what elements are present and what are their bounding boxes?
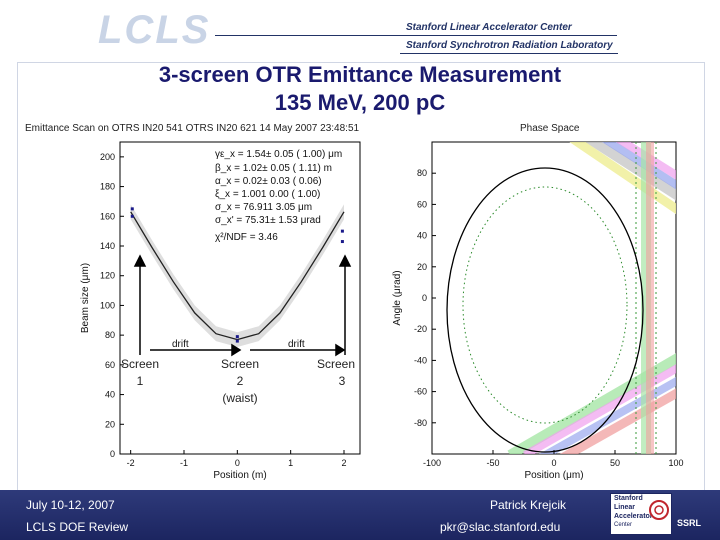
footer-email: pkr@slac.stanford.edu [440,520,561,534]
phase-ellipse-outer [446,167,644,453]
y-tick-label: 100 [100,300,115,310]
screen-2-number: 2 [237,374,244,388]
screen-1-number: 1 [137,374,144,388]
slac-logo-line: Stanford [614,495,643,502]
screen-1-label: Screen [121,357,159,371]
phase-space-bands [446,142,676,454]
y-axis-label: Angle (μrad) [392,270,403,325]
x-tick-label: 1 [288,458,293,468]
drift-label-2: drift [288,339,305,350]
y-tick-label: 180 [100,182,115,192]
screen-3-label: Screen [317,357,355,371]
fit-parameters: γε_x = 1.54± 0.05 ( 1.00) μm β_x = 1.02±… [215,149,342,243]
drift-label-1: drift [172,339,189,350]
left-plot-header: Emittance Scan on OTRS IN20 541 OTRS IN2… [25,123,360,134]
vband-red [646,142,654,454]
fit-param: γε_x = 1.54± 0.05 ( 1.00) μm [215,149,342,160]
slac-logo-line: Linear [614,504,636,511]
slac-logo-line: Accelerator [614,513,653,520]
band-red [560,388,676,454]
data-point [235,335,239,339]
y-tick-label: 60 [105,360,115,370]
footer-author: Patrick Krejcik [490,498,567,512]
x-tick-label: 0 [551,458,556,468]
lab-name-ssrl: Stanford Synchrotron Radiation Laborator… [406,40,613,51]
x-axis-label: Position (m) [213,470,266,481]
band-yellow [569,142,676,215]
y-tick-label: 80 [105,330,115,340]
slide-subtitle: 135 MeV, 200 pC [274,90,446,115]
footer-event: LCLS DOE Review [26,520,129,534]
fit-param: σ_x = 76.911 3.05 μm [215,202,312,213]
screen-3-number: 3 [339,374,346,388]
x-tick-label: 2 [341,458,346,468]
fit-param: β_x = 1.02± 0.05 ( 1.11) m [215,163,332,174]
y-tick-label: -60 [414,387,427,397]
x-tick-label: 50 [610,458,620,468]
fit-param: σ_x' = 75.31± 1.53 μrad [215,215,321,226]
x-tick-label: 0 [235,458,240,468]
y-tick-label: 200 [100,152,115,162]
header-rule [215,35,617,36]
slac-logo-line: Center [614,522,633,528]
x-axis-label: Position (μm) [524,470,583,481]
lab-name-slac: Stanford Linear Accelerator Center [406,22,572,33]
y-tick-label: -80 [414,418,427,428]
header-rule-2 [400,53,618,54]
y-tick-label: 120 [100,271,115,281]
x-tick-label: -1 [180,458,188,468]
y-tick-label: 160 [100,211,115,221]
y-tick-label: 140 [100,241,115,251]
y-tick-label: -20 [414,324,427,334]
y-tick-label: 60 [417,199,427,209]
data-point [340,240,344,244]
screen-2-note: (waist) [222,391,257,405]
data-point [235,339,239,343]
x-tick-label: -100 [423,458,441,468]
ssrl-logo-text: SSRL [677,518,702,528]
data-point [340,229,344,233]
y-axis-label: Beam size (μm) [80,263,91,333]
fit-param: ξ_x = 1.001 0.00 ( 1.00) [215,189,320,200]
right-plot-axes: -100 -50 0 50 100 80 60 40 20 0 -20 -40 -60 -80 Positi… [392,168,684,481]
ssrl-swirl-icon [649,500,669,520]
x-tick-label: -2 [127,458,135,468]
band-magenta-low [523,364,676,454]
y-tick-label: -40 [414,355,427,365]
y-tick-label: 80 [417,168,427,178]
slide-footer: July 10-12, 2007 LCLS DOE Review Patrick… [0,490,720,540]
measurement-points [130,207,344,343]
screen-arrows [133,254,352,357]
lcls-logo: LCLS [98,8,211,52]
y-tick-label: 40 [417,231,427,241]
left-plot-axes: -2 -1 0 1 2020406080100120140160180200Positi… [80,152,347,481]
y-tick-label: 20 [105,419,115,429]
y-tick-label: 0 [110,449,115,459]
y-tick-label: 40 [105,390,115,400]
band-blue [601,142,676,190]
y-tick-label: 20 [417,262,427,272]
slac-logo: Stanford Linear Accelerator Center [610,493,672,535]
fit-param: χ²/NDF = 3.46 [215,232,278,243]
slide-header: LCLS Stanford Linear Accelerator Center … [0,0,720,62]
left-plot-frame [119,141,361,455]
data-point [130,207,134,211]
phase-ellipse-inner [462,186,628,424]
fit-band [130,204,344,347]
band-green [507,353,676,454]
band-gray [584,142,676,201]
x-tick-label: -50 [486,458,499,468]
footer-date: July 10-12, 2007 [26,498,115,512]
screen-2-label: Screen [221,357,259,371]
right-plot-header: Phase Space [520,123,580,134]
screen-labels: Screen 1 Screen 2 (waist) Screen 3 [121,357,355,405]
y-tick-label: 0 [422,293,427,303]
slide-title: 3-screen OTR Emittance Measurement [158,62,562,87]
x-tick-label: 100 [668,458,683,468]
data-point [130,214,134,218]
band-blue-low [538,376,676,454]
fit-param: α_x = 0.02± 0.03 ( 0.06) [215,176,322,187]
